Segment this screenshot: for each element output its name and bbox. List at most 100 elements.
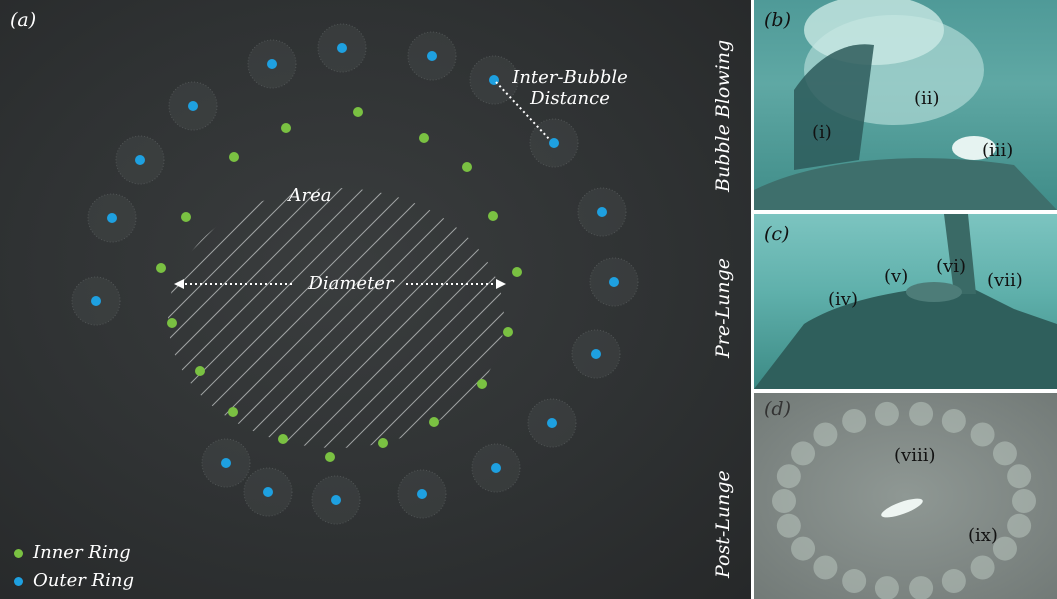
outer-ring-dot (591, 349, 601, 359)
inner-ring-dot (429, 417, 439, 427)
post-lunge-bubble (776, 513, 801, 538)
bubble-net-diagram (71, 23, 754, 525)
hatch-line (168, 188, 393, 448)
inner-ring-dot (228, 407, 238, 417)
outer-ring-dot (427, 51, 437, 61)
inner-ring-dot (462, 162, 472, 172)
post-lunge-bubble (970, 422, 995, 447)
post-lunge-bubble (970, 555, 995, 580)
outer-ring-dot (331, 495, 341, 505)
legend-outer-ring: Outer Ring (14, 570, 134, 591)
inter-bubble-label: Inter-Bubble Distance (510, 67, 630, 109)
panel-c-pre-lunge-photo: (c) (iv) (v) (vi) (vii) (754, 214, 1057, 389)
outer-ring-dot (417, 489, 427, 499)
outer-ring-dot (267, 59, 277, 69)
inter-bubble-label-line2: Distance (530, 88, 610, 109)
post-lunge-bubble (941, 408, 966, 433)
post-lunge-bubble (992, 536, 1017, 561)
post-lunge-bubble (874, 576, 899, 599)
whale-surfacing (881, 498, 923, 518)
label-ii: (ii) (914, 88, 940, 109)
hatch-line (267, 188, 504, 448)
inner-ring-dot (512, 267, 522, 277)
hatch-line (168, 188, 415, 448)
hatch-line (642, 160, 754, 460)
diameter-arrowhead-left (174, 279, 184, 289)
post-lunge-bubble (1012, 489, 1036, 513)
outer-ring-dot (609, 277, 619, 287)
post-lunge-bubble (909, 576, 934, 599)
outer-ring-dot (221, 458, 231, 468)
panel-separator-1 (754, 210, 1057, 214)
hatch-line (355, 188, 504, 448)
panel-d-post-lunge-photo: (d) (viii) (ix) (754, 393, 1057, 599)
panel-c-label: (c) (764, 223, 790, 245)
panel-b-bubble-blowing-photo: (b) (i) (ii) (iii) (754, 0, 1057, 210)
inner-ring-dot (488, 211, 498, 221)
outer-ring-dot (188, 101, 198, 111)
post-lunge-bubble (791, 441, 816, 466)
post-lunge-bubble (874, 401, 899, 426)
diameter-arrowhead-right (496, 279, 506, 289)
inner-ring-dot (195, 366, 205, 376)
post-lunge-bubble (1007, 513, 1032, 538)
post-lunge-bubble (791, 536, 816, 561)
hatch-line (168, 188, 305, 448)
label-iv: (iv) (828, 289, 858, 310)
inner-ring-dot (167, 318, 177, 328)
panel-a-label: (a) (10, 9, 37, 31)
bubble-ring (772, 401, 1036, 599)
post-lunge-bubble (813, 555, 838, 580)
label-vii: (vii) (987, 270, 1023, 291)
post-lunge-bubble (842, 569, 867, 594)
outer-ring-dot (597, 207, 607, 217)
inner-ring-dot (378, 438, 388, 448)
inner-ring-swatch (14, 548, 23, 558)
inter-bubble-label-line1: Inter-Bubble (512, 67, 628, 88)
hatch-line (399, 188, 504, 448)
outer-ring-dot (337, 43, 347, 53)
hatch-line (168, 188, 327, 448)
pre-lunge-scene (754, 214, 1057, 389)
inner-ring-dot (278, 434, 288, 444)
hatch-line (168, 188, 349, 448)
outer-ring-dot (91, 296, 101, 306)
label-vi: (vi) (936, 256, 966, 277)
inner-ring-dots (156, 107, 522, 462)
outer-ring-dot (107, 213, 117, 223)
panel-b-label: (b) (764, 9, 791, 31)
post-lunge-bubble (772, 489, 796, 513)
post-lunge-bubble (813, 422, 838, 447)
hatch-line (168, 188, 283, 448)
label-i: (i) (812, 122, 832, 143)
label-iii: (iii) (982, 140, 1014, 161)
hatch-line (333, 188, 504, 448)
hatch-line (168, 188, 371, 448)
inner-ring-dot (503, 327, 513, 337)
label-v: (v) (884, 266, 909, 287)
post-lunge-scene (772, 401, 1036, 599)
outer-ring-dot (549, 138, 559, 148)
legend-outer-label: Outer Ring (33, 570, 134, 591)
outer-ring-dot (263, 487, 273, 497)
outer-ring-dot (491, 463, 501, 473)
inner-ring-dot (181, 212, 191, 222)
hatch-line (377, 188, 504, 448)
title-pre-lunge: Pre-Lunge (712, 257, 734, 358)
inner-ring-dot (229, 152, 239, 162)
hatch-line (289, 188, 504, 448)
post-lunge-bubble (992, 441, 1017, 466)
hatch-line (311, 188, 504, 448)
post-lunge-bubble (776, 464, 801, 489)
hatch-line (223, 188, 504, 448)
inner-ring-dot (156, 263, 166, 273)
legend-inner-ring: Inner Ring (14, 542, 131, 563)
area-label: Area (288, 185, 332, 206)
label-ix: (ix) (968, 525, 998, 546)
post-lunge-bubble (941, 569, 966, 594)
post-lunge-bubble (842, 408, 867, 433)
inner-ring-dot (353, 107, 363, 117)
label-viii: (viii) (894, 445, 936, 466)
bubble-clusters (71, 23, 639, 525)
bubble-blowing-scene (754, 0, 1057, 210)
